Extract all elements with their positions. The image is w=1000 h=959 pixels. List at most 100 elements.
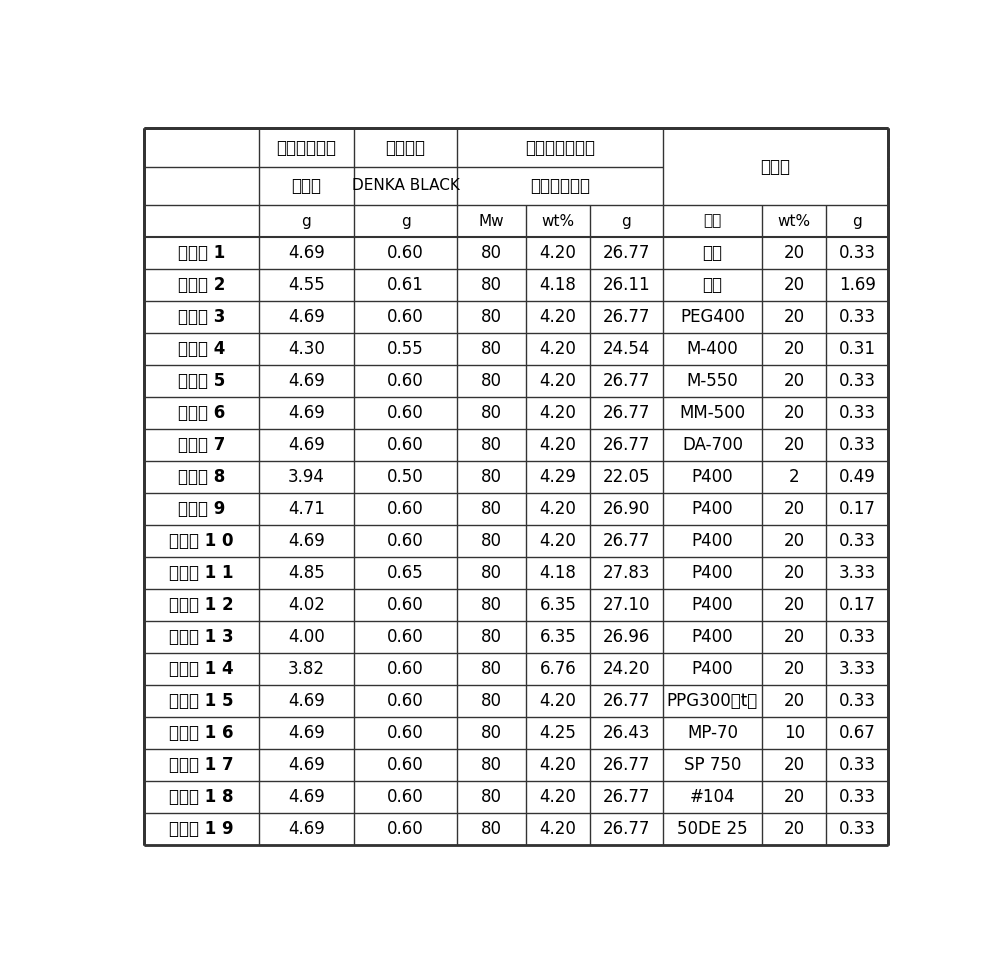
- Text: 实施例 7: 实施例 7: [178, 435, 225, 454]
- Text: 20: 20: [784, 532, 805, 550]
- Text: 20: 20: [784, 787, 805, 806]
- Text: 26.77: 26.77: [603, 756, 650, 774]
- Text: 0.33: 0.33: [839, 787, 876, 806]
- Text: 80: 80: [481, 660, 502, 678]
- Text: M-400: M-400: [687, 339, 738, 358]
- Text: Mw: Mw: [479, 214, 504, 228]
- Text: 0.60: 0.60: [387, 628, 424, 645]
- Text: 80: 80: [481, 820, 502, 837]
- Text: 0.33: 0.33: [839, 404, 876, 422]
- Text: 20: 20: [784, 339, 805, 358]
- Text: 0.60: 0.60: [387, 596, 424, 614]
- Text: wt%: wt%: [778, 214, 811, 228]
- Text: 实施例 6: 实施例 6: [178, 404, 225, 422]
- Text: 26.77: 26.77: [603, 244, 650, 262]
- Text: 4.69: 4.69: [288, 244, 325, 262]
- Text: 80: 80: [481, 596, 502, 614]
- Text: 26.77: 26.77: [603, 404, 650, 422]
- Text: 26.11: 26.11: [603, 276, 650, 293]
- Text: 80: 80: [481, 787, 502, 806]
- Text: P400: P400: [692, 596, 733, 614]
- Text: 4.00: 4.00: [288, 628, 325, 645]
- Text: g: g: [301, 214, 311, 228]
- Text: wt%: wt%: [541, 214, 574, 228]
- Text: 导电性高分子: 导电性高分子: [276, 138, 336, 156]
- Text: 实施例 1 2: 实施例 1 2: [169, 596, 234, 614]
- Text: 80: 80: [481, 628, 502, 645]
- Text: 4.69: 4.69: [288, 820, 325, 837]
- Text: 26.77: 26.77: [603, 532, 650, 550]
- Text: 10: 10: [784, 724, 805, 741]
- Text: 80: 80: [481, 339, 502, 358]
- Text: 甘油: 甘油: [702, 244, 722, 262]
- Text: 0.33: 0.33: [839, 691, 876, 710]
- Text: 4.20: 4.20: [539, 691, 576, 710]
- Text: PPG300（t）: PPG300（t）: [667, 691, 758, 710]
- Text: 4.18: 4.18: [539, 564, 576, 582]
- Text: 4.69: 4.69: [288, 435, 325, 454]
- Text: 0.33: 0.33: [839, 435, 876, 454]
- Text: 实施例 1 1: 实施例 1 1: [169, 564, 234, 582]
- Text: 26.77: 26.77: [603, 308, 650, 326]
- Text: 4.85: 4.85: [288, 564, 325, 582]
- Text: 4.20: 4.20: [539, 820, 576, 837]
- Text: 0.55: 0.55: [387, 339, 424, 358]
- Text: P400: P400: [692, 532, 733, 550]
- Text: 0.33: 0.33: [839, 372, 876, 390]
- Text: 0.60: 0.60: [387, 532, 424, 550]
- Text: 3.33: 3.33: [839, 564, 876, 582]
- Text: 4.25: 4.25: [539, 724, 576, 741]
- Text: 80: 80: [481, 244, 502, 262]
- Text: P400: P400: [692, 628, 733, 645]
- Text: P400: P400: [692, 564, 733, 582]
- Text: 4.69: 4.69: [288, 691, 325, 710]
- Text: 24.54: 24.54: [603, 339, 650, 358]
- Text: 实施例 1 7: 实施例 1 7: [169, 756, 234, 774]
- Text: 4.71: 4.71: [288, 500, 325, 518]
- Text: 20: 20: [784, 404, 805, 422]
- Text: 20: 20: [784, 435, 805, 454]
- Text: 6.76: 6.76: [539, 660, 576, 678]
- Text: P400: P400: [692, 468, 733, 486]
- Text: 4.30: 4.30: [288, 339, 325, 358]
- Text: 80: 80: [481, 691, 502, 710]
- Text: 80: 80: [481, 308, 502, 326]
- Text: 26.77: 26.77: [603, 435, 650, 454]
- Text: 实施例 8: 实施例 8: [178, 468, 225, 486]
- Text: 4.20: 4.20: [539, 756, 576, 774]
- Text: 4.20: 4.20: [539, 435, 576, 454]
- Text: 20: 20: [784, 564, 805, 582]
- Text: 0.60: 0.60: [387, 372, 424, 390]
- Text: 80: 80: [481, 564, 502, 582]
- Text: 0.33: 0.33: [839, 532, 876, 550]
- Text: 掺杂物兼粘结剂: 掺杂物兼粘结剂: [525, 138, 595, 156]
- Text: 实施例 1 9: 实施例 1 9: [169, 820, 234, 837]
- Text: 4.55: 4.55: [288, 276, 325, 293]
- Text: 0.60: 0.60: [387, 820, 424, 837]
- Text: 4.69: 4.69: [288, 404, 325, 422]
- Text: 20: 20: [784, 244, 805, 262]
- Text: M-550: M-550: [687, 372, 738, 390]
- Text: 80: 80: [481, 500, 502, 518]
- Text: 4.20: 4.20: [539, 787, 576, 806]
- Text: 0.60: 0.60: [387, 787, 424, 806]
- Text: 种类: 种类: [703, 214, 722, 228]
- Text: 6.35: 6.35: [539, 596, 576, 614]
- Text: MP-70: MP-70: [687, 724, 738, 741]
- Text: 实施例 1 5: 实施例 1 5: [169, 691, 234, 710]
- Text: 26.43: 26.43: [603, 724, 650, 741]
- Text: 26.77: 26.77: [603, 691, 650, 710]
- Text: 20: 20: [784, 500, 805, 518]
- Text: 4.18: 4.18: [539, 276, 576, 293]
- Text: 2: 2: [789, 468, 800, 486]
- Text: SP 750: SP 750: [684, 756, 741, 774]
- Text: 4.69: 4.69: [288, 372, 325, 390]
- Text: g: g: [401, 214, 410, 228]
- Text: 实施例 2: 实施例 2: [178, 276, 225, 293]
- Text: 实施例 9: 实施例 9: [178, 500, 225, 518]
- Text: 实施例 1 4: 实施例 1 4: [169, 660, 234, 678]
- Text: 0.49: 0.49: [839, 468, 876, 486]
- Text: 4.20: 4.20: [539, 500, 576, 518]
- Text: 实施例 3: 实施例 3: [178, 308, 225, 326]
- Text: 实施例 5: 实施例 5: [178, 372, 225, 390]
